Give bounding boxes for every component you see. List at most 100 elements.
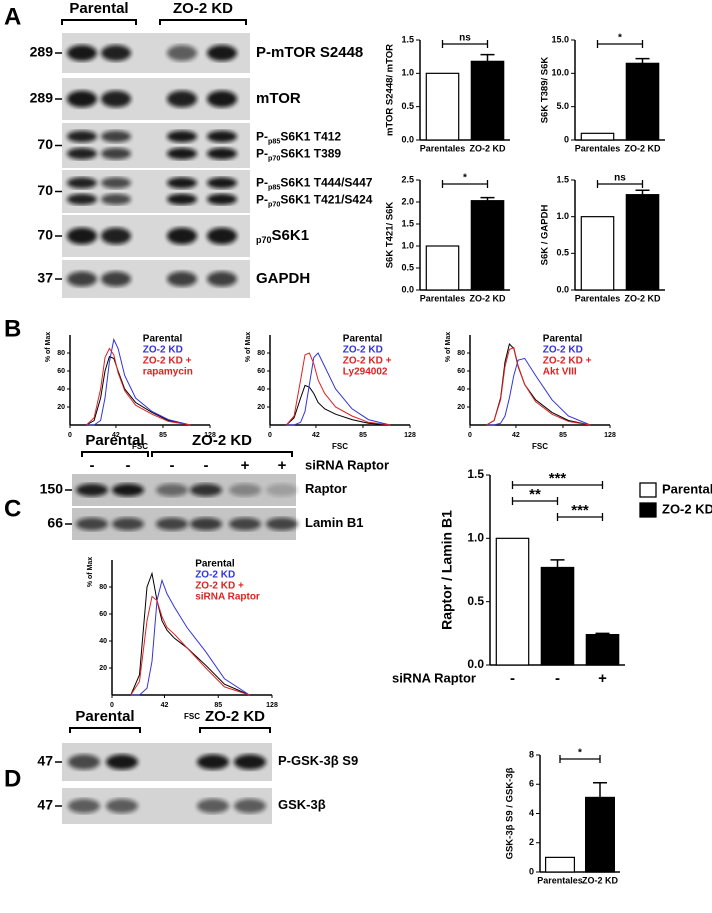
x-tick-label: Parentales	[575, 143, 621, 153]
y-tick-label: 40	[57, 386, 65, 393]
x-tick-label: 128	[404, 432, 416, 439]
y-tick-label: 60	[99, 611, 107, 618]
y-tick-label: 20	[99, 665, 107, 672]
mw-marker: 47	[37, 753, 53, 769]
protein-label: P-GSK-3β S9	[278, 753, 358, 768]
y-tick-label: 1.0	[467, 531, 484, 545]
x-tick-label: 0	[468, 432, 472, 439]
label-part: P-mTOR S2448	[256, 44, 363, 61]
x-axis-label: siRNA Raptor	[392, 670, 476, 685]
significance-bracket	[556, 513, 604, 521]
y-tick-label: 2	[529, 837, 534, 847]
y-tick-label: 15.0	[551, 34, 569, 44]
histogram-line	[486, 346, 591, 426]
histogram-line	[286, 352, 391, 426]
group-label: ZO-2 KD	[205, 708, 265, 725]
y-tick-label: 80	[99, 584, 107, 591]
significance-label: ***	[571, 502, 589, 519]
blot-band	[197, 798, 229, 814]
legend-label: Ly294002	[343, 367, 388, 378]
x-tick-label: 42	[312, 432, 320, 439]
group-label: Parental	[69, 0, 128, 17]
blot-band	[101, 45, 131, 61]
y-tick-label: 1.5	[401, 218, 414, 228]
bar	[585, 633, 620, 666]
y-tick-label: 0.5	[556, 248, 569, 258]
y-tick-label: 0	[529, 866, 534, 876]
significance-label: **	[529, 486, 541, 503]
blot-band	[207, 130, 237, 143]
x-tick-label: 85	[159, 432, 167, 439]
protein-label: Lamin B1	[305, 515, 364, 530]
legend-label: Parental	[195, 559, 235, 570]
blot-band	[67, 271, 97, 287]
significance-label: ns	[614, 173, 626, 184]
significance-bracket	[511, 497, 559, 505]
y-tick-label: 40	[257, 386, 265, 393]
protein-label: Raptor	[305, 481, 347, 496]
histogram-line	[130, 578, 250, 696]
error-bar	[595, 632, 610, 635]
blot-band	[207, 271, 237, 287]
blot-band	[67, 147, 97, 160]
bar	[625, 62, 660, 141]
label-part: S6K1 T389	[280, 147, 341, 161]
y-tick-label: 80	[257, 350, 265, 357]
label-part: P-	[256, 176, 268, 190]
histogram-line	[286, 384, 391, 426]
blot-band	[112, 483, 144, 497]
error-bar	[635, 189, 650, 195]
x-tick-label: -	[555, 670, 560, 687]
y-tick-label: 1.0	[401, 68, 414, 78]
y-tick-label: 0.0	[401, 284, 414, 294]
y-tick-label: 0.5	[401, 262, 414, 272]
x-axis-label: FSC	[532, 442, 548, 451]
blot-band	[207, 193, 237, 205]
blot-band	[234, 754, 266, 770]
blot-band	[101, 271, 131, 287]
label-part: P-	[256, 147, 268, 161]
label-part: P-	[256, 193, 268, 207]
x-tick-label: 42	[161, 702, 169, 709]
legend-label: Akt VIII	[543, 367, 577, 378]
blot-band	[67, 45, 97, 61]
blot-band	[67, 90, 97, 108]
blot-band	[101, 193, 131, 205]
error-bar	[480, 196, 495, 201]
blot-band	[76, 483, 108, 497]
bar	[544, 856, 575, 873]
blot-band	[106, 798, 138, 814]
mw-marker: 70	[37, 136, 53, 152]
bar	[470, 60, 505, 141]
y-tick-label: 20	[257, 404, 265, 411]
blot-band	[101, 227, 131, 245]
legend-label: ZO-2 KD +	[343, 356, 392, 367]
histogram-line	[130, 571, 250, 696]
legend-label: Parental	[662, 481, 712, 496]
blot-band	[234, 798, 266, 814]
protein-label: P-mTOR S2448	[256, 44, 363, 61]
y-axis-label: S6K / GAPDH	[540, 205, 551, 266]
label-part: p70	[256, 235, 272, 245]
mw-marker: 66	[47, 515, 63, 531]
y-tick-label: 8	[529, 749, 534, 759]
x-axis-label: FSC	[332, 442, 348, 451]
y-tick-label: 40	[457, 386, 465, 393]
label-part: S6K1	[272, 227, 310, 244]
y-tick-label: 0.0	[401, 134, 414, 144]
significance-label: *	[618, 33, 622, 44]
treatment-sign: -	[90, 457, 95, 474]
x-tick-label: ZO-2 KD	[625, 293, 662, 303]
blot-band	[167, 227, 197, 245]
histogram-line	[130, 595, 250, 696]
group-label: Parental	[75, 708, 134, 725]
blot-band	[68, 798, 100, 814]
x-tick-label: ZO-2 KD	[470, 143, 507, 153]
blot-band	[101, 90, 131, 108]
blot-band	[156, 483, 188, 497]
group-bracket	[151, 451, 293, 457]
label-part: Raptor	[305, 481, 347, 496]
blot-band	[76, 517, 108, 531]
bar	[425, 245, 460, 291]
